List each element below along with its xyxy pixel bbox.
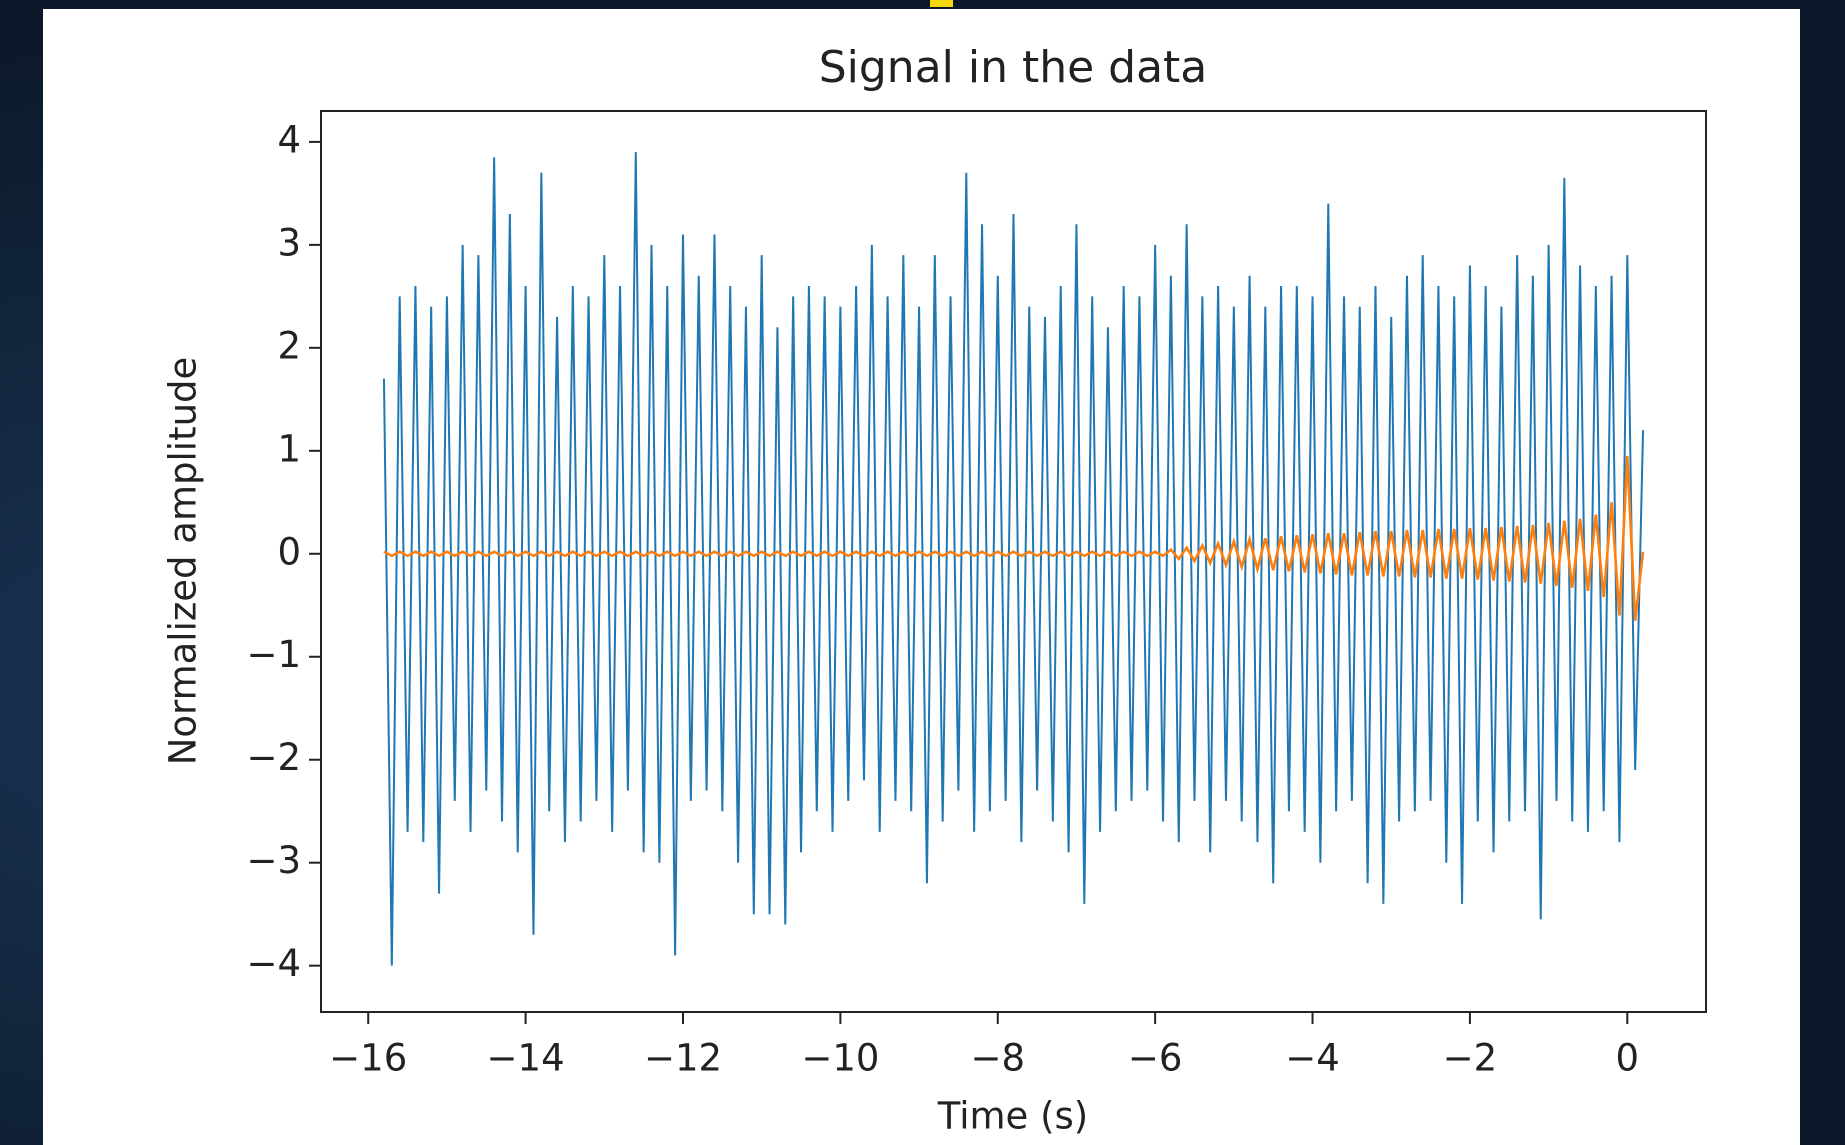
x-axis-label: Time (s) (937, 1095, 1088, 1138)
series-line (382, 152, 1645, 966)
x-tick-label: −16 (329, 1037, 407, 1080)
chart-title: Signal in the data (819, 42, 1208, 93)
y-tick-label: 4 (277, 118, 301, 161)
x-tick-label: 0 (1616, 1037, 1640, 1080)
y-tick-label: 1 (277, 427, 301, 470)
panel (43, 9, 1800, 1145)
y-axis-label: Normalized amplitude (162, 357, 205, 766)
x-tick-label: −12 (644, 1037, 722, 1080)
series-line (383, 455, 1645, 621)
x-tick-label: −8 (970, 1037, 1025, 1080)
y-tick-label: 0 (277, 530, 301, 573)
y-tick-label: 3 (277, 221, 301, 264)
plot-frame (320, 110, 1707, 1013)
marker (930, 0, 953, 7)
y-tick-label: 2 (277, 324, 301, 367)
x-tick-label: −14 (487, 1037, 565, 1080)
x-tick-label: −4 (1285, 1037, 1340, 1080)
x-tick-label: −6 (1128, 1037, 1183, 1080)
x-tick-label: −10 (801, 1037, 879, 1080)
y-tick-label: −1 (246, 633, 301, 676)
x-tick-label: −2 (1443, 1037, 1498, 1080)
y-tick-label: −3 (246, 839, 301, 882)
y-tick-label: −2 (246, 736, 301, 779)
y-tick-label: −4 (246, 942, 301, 985)
